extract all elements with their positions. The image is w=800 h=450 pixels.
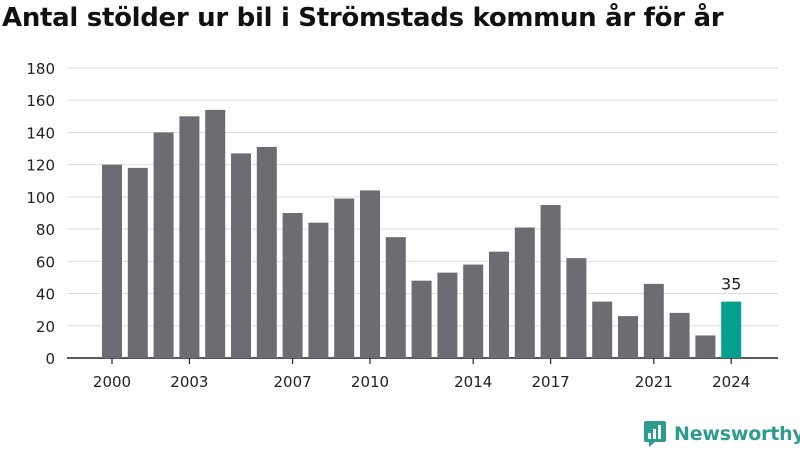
y-tick-label: 0 (45, 350, 55, 368)
bar (489, 251, 509, 358)
bar (334, 198, 355, 358)
bar (669, 312, 690, 358)
y-tick-label: 80 (36, 221, 55, 239)
x-tick-label: 2014 (454, 373, 492, 391)
bar (256, 146, 277, 358)
x-tick-label: 2024 (712, 373, 750, 391)
bar (437, 272, 458, 358)
bar (566, 258, 587, 358)
x-tick-label: 2021 (635, 373, 673, 391)
brand-name: Newsworthy (674, 423, 800, 445)
bar (179, 116, 200, 358)
x-tick-label: 2017 (532, 373, 570, 391)
y-tick-label: 120 (26, 157, 55, 175)
bar (463, 264, 484, 358)
bar (153, 132, 174, 358)
chart-title: Antal stölder ur bil i Strömstads kommun… (2, 3, 724, 33)
x-tick-label: 2007 (274, 373, 312, 391)
y-tick-label: 180 (26, 60, 55, 78)
bar (127, 167, 148, 358)
bar-highlight (721, 301, 742, 358)
newsworthy-logo: Newsworthy (643, 419, 800, 449)
y-tick-label: 20 (36, 318, 55, 336)
bar (540, 204, 561, 358)
y-tick-label: 160 (26, 92, 55, 110)
y-tick-label: 100 (26, 189, 55, 207)
bar (592, 301, 613, 358)
y-tick-label: 40 (36, 286, 55, 304)
bar (643, 283, 664, 358)
bar (695, 335, 716, 358)
y-tick-label: 140 (26, 124, 55, 142)
bar (308, 222, 329, 358)
x-tick-label: 2000 (93, 373, 131, 391)
bar (360, 190, 380, 358)
newsworthy-logo-icon (644, 421, 666, 447)
data-label: 35 (721, 275, 741, 294)
bar (385, 237, 406, 358)
bar (205, 109, 226, 358)
bar (618, 316, 638, 358)
bar (231, 153, 251, 358)
y-tick-label: 60 (36, 253, 55, 271)
x-tick-label: 2010 (351, 373, 389, 391)
x-tick-label: 2003 (170, 373, 208, 391)
bar (514, 227, 535, 358)
bar (411, 280, 432, 358)
bar (102, 164, 122, 358)
bar (282, 213, 303, 358)
